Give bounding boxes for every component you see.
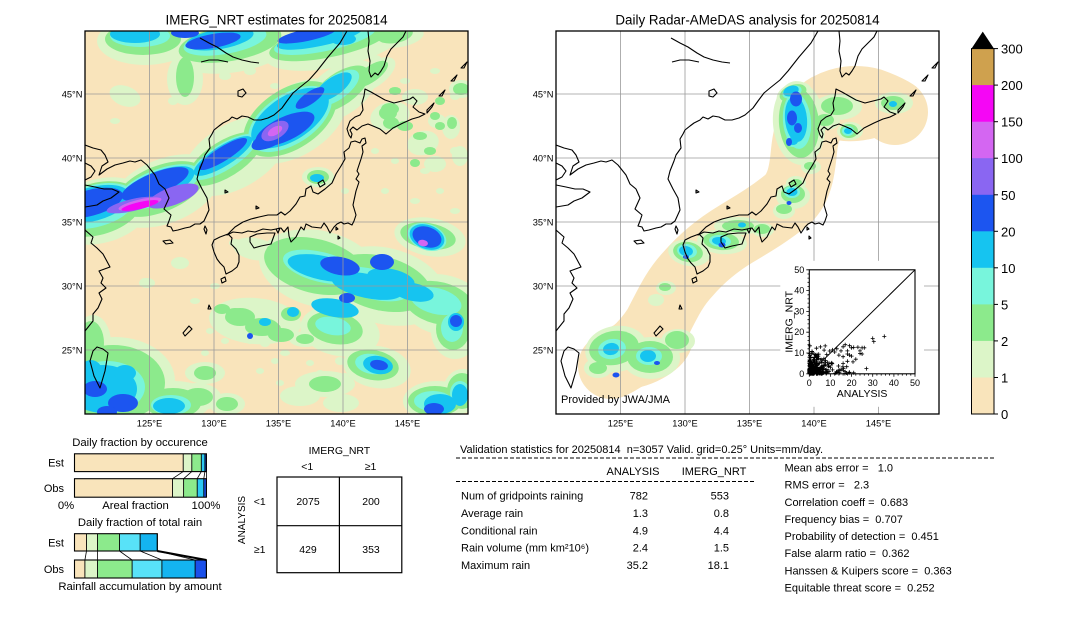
svg-text:20: 20: [1001, 224, 1015, 239]
svg-text:Daily fraction of total rain: Daily fraction of total rain: [78, 517, 202, 529]
svg-text:10: 10: [794, 348, 804, 358]
svg-text:50: 50: [910, 378, 920, 388]
svg-text:≥1: ≥1: [254, 544, 266, 556]
svg-text:145°E: 145°E: [395, 419, 420, 429]
svg-text:300: 300: [1001, 42, 1023, 57]
svg-text:30: 30: [794, 306, 804, 316]
svg-text:40°N: 40°N: [62, 153, 83, 163]
svg-text:100%: 100%: [192, 500, 221, 512]
svg-text:10: 10: [1001, 261, 1015, 276]
svg-text:50: 50: [794, 265, 804, 275]
svg-text:Mean abs error = 1.0: Mean abs error = 1.0: [785, 463, 894, 475]
svg-text:ANALYSIS: ANALYSIS: [237, 496, 248, 544]
svg-text:Est: Est: [48, 538, 64, 550]
svg-text:20: 20: [847, 378, 857, 388]
svg-text:Maximum rain: Maximum rain: [461, 560, 530, 572]
svg-text:200: 200: [362, 496, 380, 508]
svg-text:Provided by JWA/JMA: Provided by JWA/JMA: [561, 394, 671, 406]
svg-text:130°E: 130°E: [672, 419, 697, 429]
svg-text:0: 0: [807, 378, 812, 388]
svg-text:145°E: 145°E: [866, 419, 891, 429]
svg-text:IMERG_NRT: IMERG_NRT: [682, 466, 747, 478]
svg-text:Obs: Obs: [44, 564, 65, 576]
svg-text:Average rain: Average rain: [461, 508, 523, 520]
svg-text:35°N: 35°N: [62, 217, 83, 227]
svg-text:100: 100: [1001, 151, 1023, 166]
svg-text:ANALYSIS: ANALYSIS: [837, 388, 888, 400]
svg-text:Conditional rain: Conditional rain: [461, 525, 537, 537]
svg-text:Validation statistics for 2025: Validation statistics for 20250814 n=305…: [460, 444, 823, 456]
svg-text:Correlation coeff = 0.683: Correlation coeff = 0.683: [785, 497, 909, 509]
svg-text:0%: 0%: [58, 500, 74, 512]
svg-text:40: 40: [794, 286, 804, 296]
svg-text:45°N: 45°N: [533, 89, 554, 99]
svg-text:45°N: 45°N: [62, 89, 83, 99]
svg-text:130°E: 130°E: [201, 419, 226, 429]
svg-text:0: 0: [1001, 407, 1008, 422]
svg-text:200: 200: [1001, 78, 1023, 93]
svg-text:Daily Radar-AMeDAS analysis fo: Daily Radar-AMeDAS analysis for 20250814: [615, 13, 880, 28]
svg-text:Obs: Obs: [44, 483, 65, 495]
svg-text:≥1: ≥1: [365, 461, 377, 473]
svg-text:40: 40: [889, 378, 899, 388]
svg-text:35.2: 35.2: [627, 560, 648, 572]
svg-text:Areal fraction: Areal fraction: [102, 500, 169, 512]
svg-text:782: 782: [630, 491, 648, 503]
svg-text:25°N: 25°N: [533, 345, 554, 355]
svg-text:2.4: 2.4: [633, 543, 648, 555]
svg-text:<1: <1: [254, 496, 266, 508]
svg-text:4.4: 4.4: [714, 525, 729, 537]
svg-text:140°E: 140°E: [801, 419, 826, 429]
svg-text:Rain volume (mm km²10⁶): Rain volume (mm km²10⁶): [461, 543, 589, 555]
svg-text:125°E: 125°E: [608, 419, 633, 429]
svg-text:135°E: 135°E: [737, 419, 762, 429]
svg-text:Est: Est: [48, 458, 64, 470]
svg-text:IMERG_NRT: IMERG_NRT: [783, 290, 795, 352]
svg-text:125°E: 125°E: [137, 419, 162, 429]
svg-text:35°N: 35°N: [533, 217, 554, 227]
svg-text:30°N: 30°N: [62, 281, 83, 291]
svg-text:2: 2: [1001, 334, 1008, 349]
svg-text:40°N: 40°N: [533, 153, 554, 163]
svg-text:4.9: 4.9: [633, 525, 648, 537]
svg-text:<1: <1: [301, 461, 313, 473]
svg-text:5: 5: [1001, 297, 1008, 312]
svg-text:Hanssen & Kuipers score = 0.3: Hanssen & Kuipers score = 0.363: [785, 565, 952, 577]
svg-text:1: 1: [1001, 371, 1008, 386]
svg-text:50: 50: [1001, 188, 1015, 203]
svg-text:Probability of detection = 0.: Probability of detection = 0.451: [785, 531, 939, 543]
svg-text:False alarm ratio = 0.362: False alarm ratio = 0.362: [785, 548, 910, 560]
svg-text:429: 429: [299, 544, 317, 556]
svg-text:135°E: 135°E: [266, 419, 291, 429]
svg-text:0: 0: [799, 369, 804, 379]
svg-text:Num of gridpoints raining: Num of gridpoints raining: [461, 491, 583, 503]
svg-text:10: 10: [825, 378, 835, 388]
svg-text:140°E: 140°E: [330, 419, 355, 429]
svg-text:0.8: 0.8: [714, 508, 729, 520]
svg-text:30: 30: [868, 378, 878, 388]
svg-text:ANALYSIS: ANALYSIS: [607, 466, 660, 478]
svg-text:Equitable threat score = 0.25: Equitable threat score = 0.252: [785, 583, 935, 595]
svg-text:1.3: 1.3: [633, 508, 648, 520]
svg-text:RMS error = 2.3: RMS error = 2.3: [785, 480, 870, 492]
svg-text:25°N: 25°N: [62, 345, 83, 355]
svg-text:1.5: 1.5: [714, 543, 729, 555]
svg-text:18.1: 18.1: [708, 560, 729, 572]
svg-text:150: 150: [1001, 115, 1023, 130]
svg-text:IMERG_NRT estimates for 202508: IMERG_NRT estimates for 20250814: [165, 13, 388, 28]
svg-text:Daily fraction by occurence: Daily fraction by occurence: [72, 437, 208, 449]
svg-text:553: 553: [711, 491, 729, 503]
svg-text:Rainfall accumulation by amoun: Rainfall accumulation by amount: [58, 581, 222, 593]
svg-text:Frequency bias = 0.707: Frequency bias = 0.707: [785, 514, 903, 526]
svg-text:20: 20: [794, 327, 804, 337]
svg-text:IMERG_NRT: IMERG_NRT: [309, 445, 371, 457]
svg-text:30°N: 30°N: [533, 281, 554, 291]
svg-text:353: 353: [362, 544, 380, 556]
svg-text:2075: 2075: [296, 496, 320, 508]
